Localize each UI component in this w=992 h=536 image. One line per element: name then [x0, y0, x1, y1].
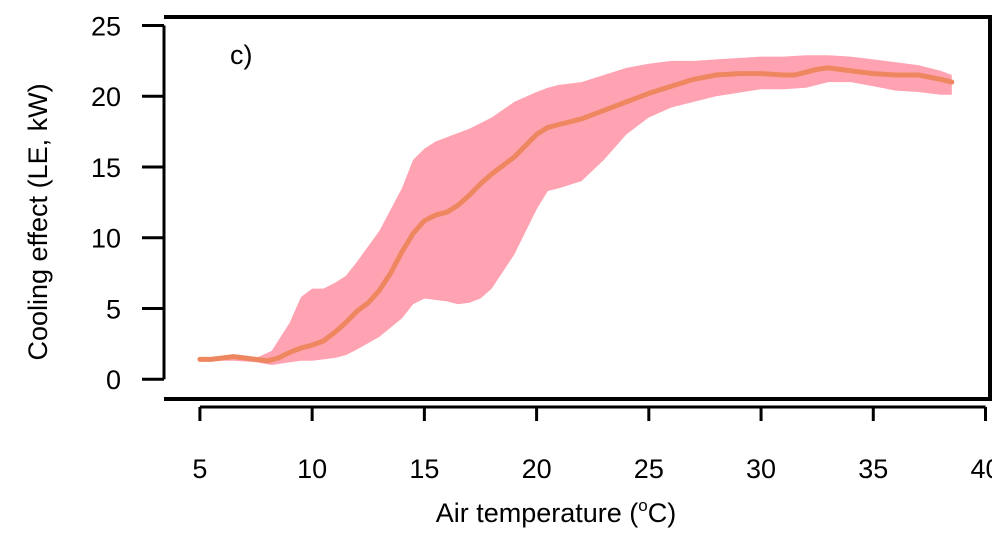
x-axis-title-pre: Air temperature ( [436, 498, 639, 528]
plot-frame [164, 15, 992, 401]
y-tick-label: 10 [91, 224, 121, 254]
y-tick-label: 15 [91, 153, 121, 183]
y-axis-title: Cooling effect (LE, kW) [23, 83, 53, 360]
y-tick-label: 25 [91, 11, 121, 41]
x-axis-title: Air temperature (oC) [436, 496, 677, 528]
x-axis-title-post: C) [648, 498, 677, 528]
x-tick-label: 40 [970, 454, 992, 484]
y-tick-label: 5 [106, 294, 121, 324]
x-tick-label: 10 [297, 454, 327, 484]
y-tick-label: 0 [106, 365, 121, 395]
x-tick-label: 5 [192, 454, 207, 484]
y-tick-label: 20 [91, 82, 121, 112]
panel-label: c) [230, 40, 253, 70]
x-tick-label: 35 [858, 454, 888, 484]
uncertainty-band [199, 55, 952, 365]
x-axis-title-sup: o [638, 496, 647, 515]
x-tick-label: 15 [409, 454, 439, 484]
axes: 0 5 10 15 20 25 5 10 15 20 25 30 35 40 [91, 11, 992, 484]
mean-line [197, 65, 955, 364]
x-tick-label: 20 [522, 454, 552, 484]
plot-area [197, 55, 955, 365]
x-tick-label: 30 [746, 454, 776, 484]
x-tick-label: 25 [634, 454, 664, 484]
